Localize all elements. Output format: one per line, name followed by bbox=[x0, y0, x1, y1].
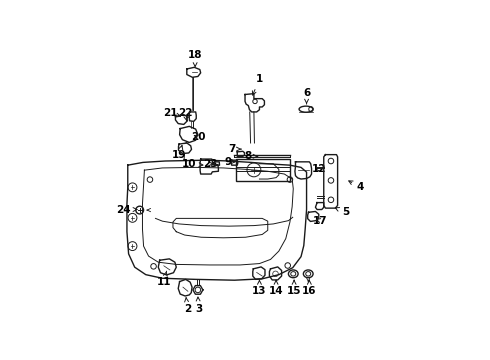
Text: 12: 12 bbox=[312, 164, 326, 174]
Text: 21: 21 bbox=[163, 108, 180, 118]
Bar bbox=[236, 158, 290, 181]
Text: 20: 20 bbox=[191, 132, 205, 142]
Text: 5: 5 bbox=[335, 207, 349, 217]
Text: 17: 17 bbox=[313, 216, 328, 226]
Text: 14: 14 bbox=[269, 280, 283, 296]
Text: 16: 16 bbox=[302, 280, 317, 296]
Text: 6: 6 bbox=[303, 88, 310, 104]
Text: 18: 18 bbox=[188, 50, 202, 67]
Text: 7: 7 bbox=[228, 144, 241, 154]
Text: 3: 3 bbox=[195, 297, 202, 314]
Text: 24: 24 bbox=[116, 204, 137, 215]
Text: 11: 11 bbox=[157, 271, 171, 287]
Text: 15: 15 bbox=[287, 280, 301, 296]
Text: 9: 9 bbox=[224, 157, 235, 167]
Text: 2: 2 bbox=[184, 298, 191, 314]
Text: 1: 1 bbox=[252, 74, 263, 95]
Text: 10: 10 bbox=[181, 159, 203, 169]
Text: 8: 8 bbox=[245, 151, 258, 161]
Text: 4: 4 bbox=[349, 181, 364, 192]
Text: 19: 19 bbox=[172, 145, 186, 159]
Text: 13: 13 bbox=[252, 280, 267, 296]
Text: 22: 22 bbox=[178, 108, 193, 121]
Text: 23: 23 bbox=[203, 159, 218, 169]
